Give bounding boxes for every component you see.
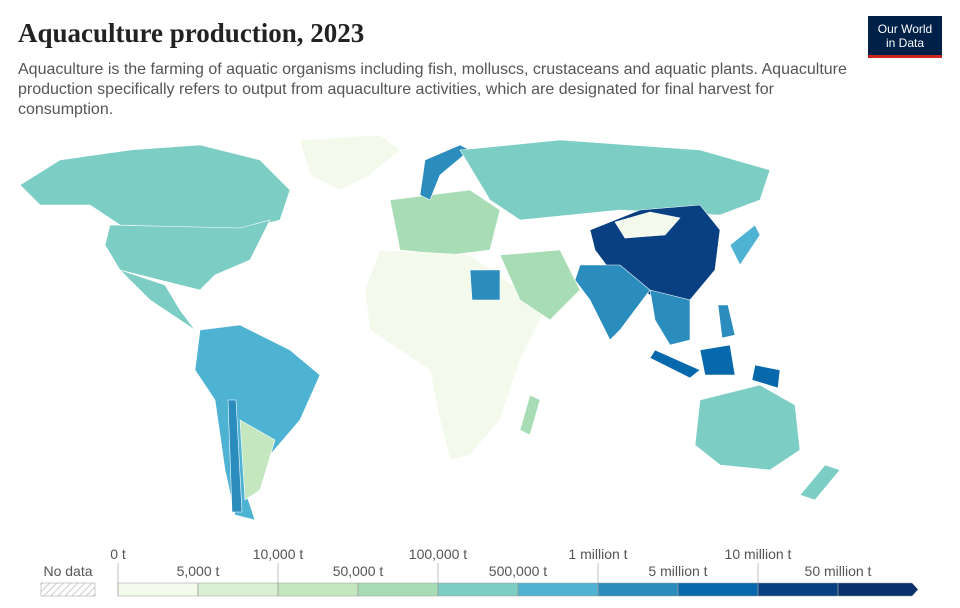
legend-label: 1 million t (568, 546, 627, 562)
mexico (119, 269, 196, 331)
legend-bin (117, 582, 199, 597)
legend-label: 50,000 t (333, 563, 384, 579)
world-map (19, 134, 841, 521)
legend-label: 100,000 t (409, 546, 467, 562)
legend-bin (517, 582, 599, 597)
norway (419, 144, 471, 201)
no-data-swatch (40, 582, 96, 597)
legend-label: 0 t (110, 546, 126, 562)
legend: No data 0 t 5,000 t 10,000 t 50,000 t 100,00… (40, 546, 919, 597)
egypt (469, 269, 501, 301)
legend-label: 5,000 t (177, 563, 220, 579)
legend-bin (837, 582, 919, 597)
southeast-asia (649, 289, 691, 346)
legend-label: 50 million t (805, 563, 872, 579)
greenland (299, 134, 401, 191)
no-data-label: No data (43, 563, 92, 579)
legend-bin (597, 582, 679, 597)
logo[interactable]: Our World in Data (868, 16, 942, 58)
legend-label: 5 million t (648, 563, 707, 579)
subtitle: Aquaculture is the farming of aquatic or… (18, 61, 847, 118)
legend-bin (677, 582, 759, 597)
japan (729, 224, 761, 266)
logo-line: in Data (885, 36, 925, 50)
russia (459, 139, 771, 221)
canada (19, 144, 291, 231)
legend-bin (757, 582, 839, 597)
mongolia (614, 211, 681, 239)
legend-bin (197, 582, 279, 597)
europe (389, 189, 501, 256)
logo-line: Our World (877, 22, 933, 36)
legend-bin (357, 582, 439, 597)
title: Aquaculture production, 2023 (18, 18, 365, 48)
legend-label: 10,000 t (253, 546, 304, 562)
indonesia (649, 344, 781, 389)
new-zealand (799, 464, 841, 501)
philippines (717, 304, 736, 339)
usa (104, 219, 271, 291)
india (574, 264, 651, 341)
madagascar (519, 394, 541, 436)
legend-label: 500,000 t (489, 563, 547, 579)
legend-label: 10 million t (725, 546, 792, 562)
legend-bin (437, 582, 519, 597)
legend-bin (277, 582, 359, 597)
middle-east (499, 249, 581, 321)
chile (227, 399, 243, 513)
argentina (239, 419, 276, 501)
australia (694, 384, 801, 471)
